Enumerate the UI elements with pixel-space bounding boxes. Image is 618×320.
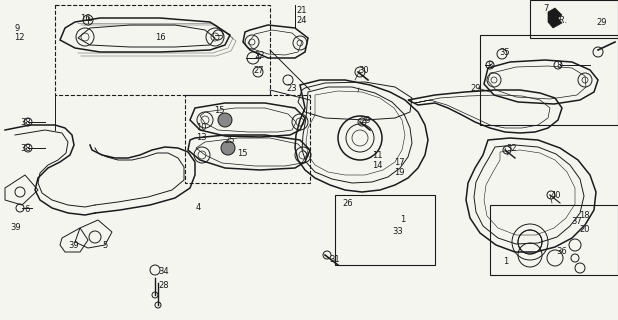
Text: 15: 15 <box>214 106 224 115</box>
Text: 22: 22 <box>254 51 265 60</box>
Text: 33: 33 <box>392 228 403 236</box>
Text: 18: 18 <box>579 211 590 220</box>
Text: 8: 8 <box>487 60 493 69</box>
Text: 25: 25 <box>224 135 234 145</box>
Text: 16: 16 <box>80 13 91 22</box>
Text: 29: 29 <box>470 84 481 92</box>
Text: 14: 14 <box>372 161 383 170</box>
Text: 39: 39 <box>10 223 20 233</box>
Text: 1: 1 <box>503 258 508 267</box>
Text: 17: 17 <box>394 157 405 166</box>
Text: 31: 31 <box>329 255 340 265</box>
Text: 37: 37 <box>571 218 582 227</box>
Text: 29: 29 <box>596 18 606 27</box>
Text: 35: 35 <box>499 47 510 57</box>
Text: 27: 27 <box>253 66 264 75</box>
Text: 36: 36 <box>556 247 567 257</box>
Text: 24: 24 <box>296 15 307 25</box>
Text: 28: 28 <box>158 282 169 291</box>
Circle shape <box>218 113 232 127</box>
Circle shape <box>221 141 235 155</box>
Text: 20: 20 <box>579 226 590 235</box>
Text: 32: 32 <box>506 143 517 153</box>
Text: 9: 9 <box>14 23 19 33</box>
Text: 11: 11 <box>372 150 383 159</box>
Text: 19: 19 <box>394 167 405 177</box>
Text: 26: 26 <box>342 199 353 209</box>
Text: 38: 38 <box>20 143 31 153</box>
Text: 23: 23 <box>286 84 297 92</box>
Text: 12: 12 <box>14 33 25 42</box>
Text: 1: 1 <box>400 215 405 225</box>
Text: 7: 7 <box>543 4 548 12</box>
Text: FR.: FR. <box>555 15 569 25</box>
Text: 39: 39 <box>68 241 78 250</box>
Text: 21: 21 <box>296 5 307 14</box>
Text: 15: 15 <box>237 148 247 157</box>
Text: 5: 5 <box>102 241 108 250</box>
Polygon shape <box>548 8 562 28</box>
Text: 4: 4 <box>196 203 201 212</box>
Text: 40: 40 <box>551 190 562 199</box>
Text: 29: 29 <box>360 116 371 124</box>
Text: 34: 34 <box>158 268 169 276</box>
Text: 6: 6 <box>24 205 30 214</box>
Text: 8: 8 <box>556 60 561 69</box>
Text: 13: 13 <box>196 132 206 141</box>
Text: 38: 38 <box>20 117 31 126</box>
Text: 10: 10 <box>196 123 206 132</box>
Text: 16: 16 <box>155 33 166 42</box>
Text: 30: 30 <box>358 66 368 75</box>
